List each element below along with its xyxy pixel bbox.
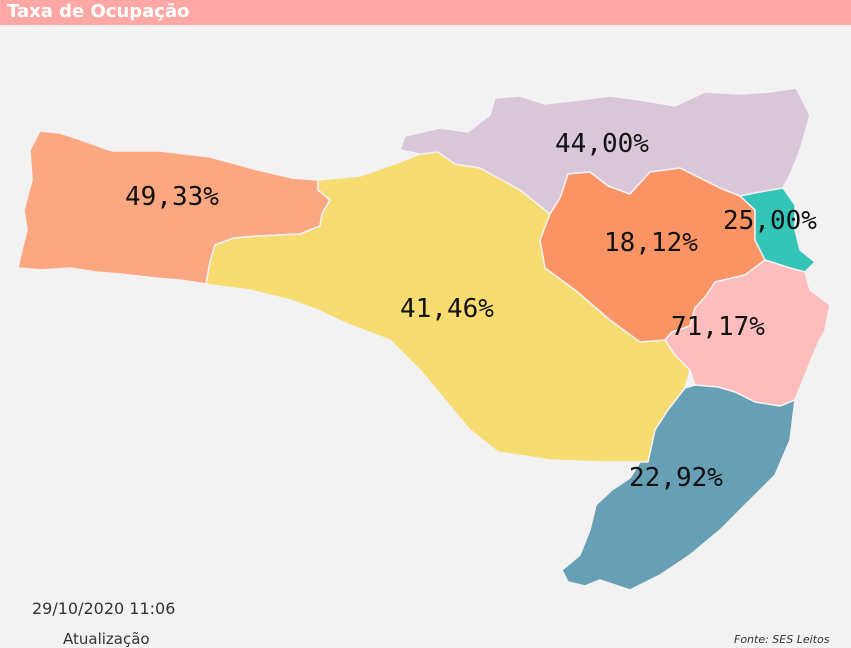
title-bar: Taxa de Ocupação <box>0 0 851 25</box>
label-norte: 44,00% <box>555 129 649 159</box>
label-grande-florianopolis: 71,17% <box>671 312 765 342</box>
source-note: Fonte: SES Leitos <box>734 633 830 646</box>
region-foz-itajai[interactable] <box>739 187 816 273</box>
label-foz-itajai: 25,00% <box>723 206 817 236</box>
label-sul: 22,92% <box>629 463 723 493</box>
update-label: Atualização <box>63 630 150 648</box>
label-oeste: 49,33% <box>125 182 219 212</box>
update-timestamp: 29/10/2020 11:06 <box>32 599 176 618</box>
page-title: Taxa de Ocupação <box>7 1 190 22</box>
label-vale-itajai: 18,12% <box>604 228 698 258</box>
label-meio-oeste-serra: 41,46% <box>400 294 494 324</box>
region-sul[interactable] <box>561 384 796 591</box>
